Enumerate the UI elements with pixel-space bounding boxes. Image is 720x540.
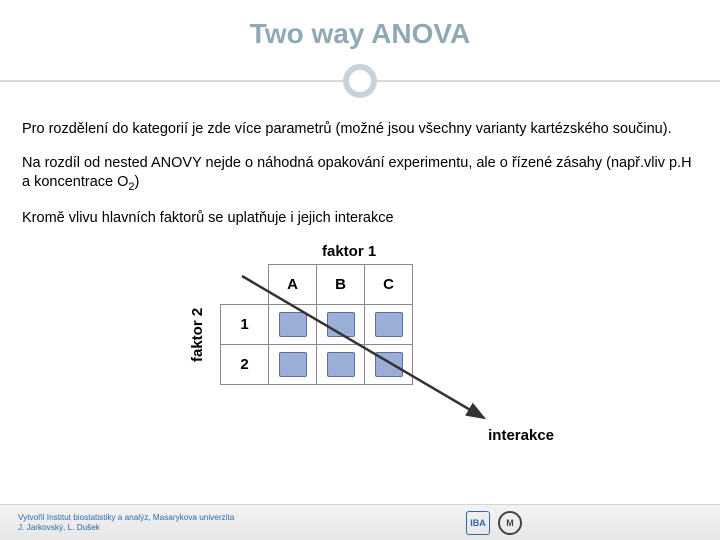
factor-table: A B C 1 2 — [220, 264, 413, 385]
col-header: A — [269, 265, 317, 305]
diagram-wrap: faktor 1 faktor 2 A B C 1 2 — [22, 242, 698, 442]
table-cell — [317, 305, 365, 345]
factor2-label: faktor 2 — [188, 308, 208, 362]
page-title: Two way ANOVA — [0, 0, 720, 62]
footer-text: Vytvořil Institut biostatistiky a analýz… — [18, 513, 234, 533]
title-ornament — [0, 62, 720, 102]
cell-box — [327, 352, 355, 377]
factor1-label: faktor 1 — [322, 242, 376, 262]
col-header: C — [365, 265, 413, 305]
paragraph-2a: Na rozdíl od nested ANOVY nejde o náhodn… — [22, 155, 692, 191]
cell-box — [279, 312, 307, 337]
ornament-circle — [343, 64, 377, 98]
paragraph-1: Pro rozdělení do kategorií je zde více p… — [22, 120, 698, 140]
paragraph-3: Kromě vlivu hlavních faktorů se uplatňuj… — [22, 209, 698, 229]
table-corner — [221, 265, 269, 305]
content-area: Pro rozdělení do kategorií je zde více p… — [0, 120, 720, 442]
cell-box — [279, 352, 307, 377]
table-cell — [365, 345, 413, 385]
table-cell — [317, 345, 365, 385]
footer-logos: IBA M — [466, 511, 522, 535]
cell-box — [327, 312, 355, 337]
row-header: 2 — [221, 345, 269, 385]
table-cell — [269, 345, 317, 385]
paragraph-2b: ) — [135, 174, 140, 190]
footer-line1: Vytvořil Institut biostatistiky a analýz… — [18, 513, 234, 523]
interaction-label: interakce — [488, 426, 554, 446]
mu-logo-icon: M — [498, 511, 522, 535]
footer-bar: Vytvořil Institut biostatistiky a analýz… — [0, 504, 720, 540]
table-cell — [365, 305, 413, 345]
cell-box — [375, 352, 403, 377]
col-header: B — [317, 265, 365, 305]
factor-diagram: faktor 1 faktor 2 A B C 1 2 — [190, 242, 530, 442]
paragraph-2: Na rozdíl od nested ANOVY nejde o náhodn… — [22, 154, 698, 195]
row-header: 1 — [221, 305, 269, 345]
cell-box — [375, 312, 403, 337]
table-cell — [269, 305, 317, 345]
iba-logo-icon: IBA — [466, 511, 490, 535]
footer-line2: J. Jarkovský, L. Dušek — [18, 523, 234, 533]
